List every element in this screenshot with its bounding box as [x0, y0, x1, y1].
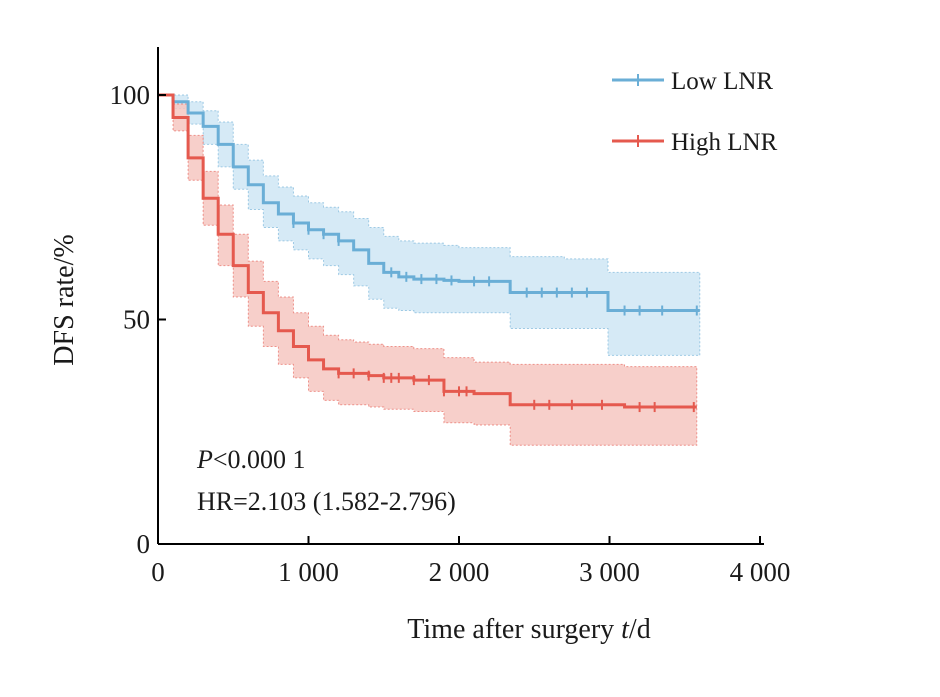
legend: Low LNR High LNR	[612, 68, 778, 156]
x-tick-label: 4 000	[730, 557, 791, 587]
x-tick-label: 2 000	[429, 557, 490, 587]
x-axis-title-variable: t	[621, 614, 630, 645]
high-lnr-legend-label: High LNR	[671, 129, 778, 156]
confidence-bands	[158, 94, 701, 446]
y-tick-label: 100	[110, 80, 151, 110]
y-ticks: 0 50 100	[110, 80, 166, 559]
y-axis-title: DFS rate/%	[49, 234, 80, 365]
low-lnr-curve	[158, 93, 700, 313]
y-tick-label: 0	[137, 529, 151, 559]
p-value-annotation: P<0.000 1	[196, 445, 306, 474]
x-axis-title: Time after surgery t/d	[407, 614, 650, 645]
x-axis-title-prefix: Time after surgery	[407, 614, 621, 645]
y-tick-label: 50	[123, 305, 150, 335]
p-value-text: <0.000 1	[213, 445, 306, 474]
x-tick-label: 0	[151, 557, 165, 587]
censor-marks	[292, 217, 698, 413]
x-tick-label: 3 000	[579, 557, 640, 587]
low-lnr-legend-label: Low LNR	[671, 68, 773, 95]
hazard-ratio-annotation: HR=2.103 (1.582-2.796)	[197, 487, 456, 516]
x-axis-title-unit: /d	[629, 614, 651, 645]
low-lnr-ci-band	[158, 94, 701, 356]
x-ticks: 0 1 000 2 000 3 000 4 000	[151, 536, 790, 587]
x-tick-label: 1 000	[278, 557, 339, 587]
high-lnr-ci-band	[158, 94, 698, 446]
p-symbol: P	[196, 445, 213, 474]
